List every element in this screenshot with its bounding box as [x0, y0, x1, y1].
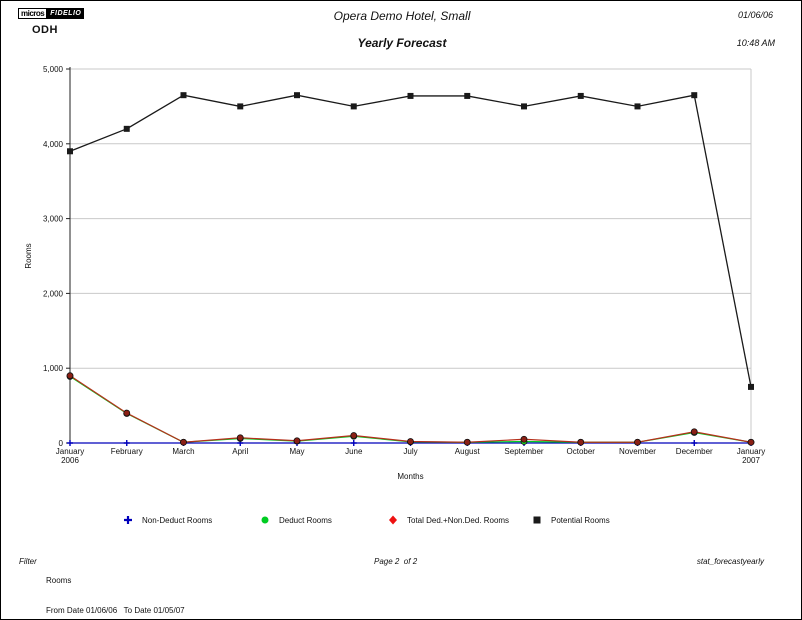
report-id: stat_forecastyearly [696, 557, 764, 566]
legend-item-deduct: Deduct Rooms [260, 513, 332, 527]
legend-item-non-deduct: Non-Deduct Rooms [123, 513, 212, 527]
plus-marker-icon [124, 516, 132, 524]
legend-label: Potential Rooms [551, 515, 610, 525]
run-date: 01/06/06 [737, 10, 773, 20]
svg-text:3,000: 3,000 [43, 215, 64, 224]
svg-text:November: November [619, 447, 656, 456]
svg-text:October: October [567, 447, 596, 456]
filter-details: Rooms From Date 01/06/06 To Date 01/05/0… [46, 557, 185, 619]
svg-text:4,000: 4,000 [43, 140, 64, 149]
circle-marker-icon [261, 516, 269, 524]
forecast-chart: 0 1,000 2,000 3,000 4,000 5,000 January 2006 Feb… [24, 65, 765, 481]
legend-label: Deduct Rooms [279, 515, 332, 525]
diamond-marker-icon [389, 515, 397, 525]
svg-text:June: June [345, 447, 363, 456]
plot-area: 0 1,000 2,000 3,000 4,000 5,000 January 2006 Feb… [24, 65, 765, 481]
micros-fidelio-logo: micros FIDELIO [18, 8, 85, 19]
micros-logo-text: micros [18, 8, 48, 19]
property-code: ODH [32, 24, 58, 36]
svg-text:September: September [504, 447, 543, 456]
svg-text:5,000: 5,000 [43, 65, 64, 74]
legend-label: Total Ded.+Non.Ded. Rooms [407, 515, 510, 525]
svg-text:December: December [676, 447, 713, 456]
fidelio-logo-text: FIDELIO [47, 8, 85, 19]
run-time: 10:48 AM [736, 38, 775, 48]
legend-item-total: Total Ded.+Non.Ded. Rooms [388, 513, 509, 527]
svg-text:July: July [403, 447, 417, 456]
svg-text:0: 0 [59, 439, 64, 448]
svg-text:Months: Months [397, 472, 423, 481]
svg-text:1,000: 1,000 [43, 364, 64, 373]
report-title: Yearly Forecast [357, 36, 447, 50]
page-indicator: Page 2 of 2 [374, 557, 418, 566]
square-marker-icon [533, 516, 541, 524]
legend-item-potential: Potential Rooms [532, 513, 610, 527]
svg-text:2,000: 2,000 [43, 289, 64, 298]
filter-line: Rooms [46, 576, 72, 586]
svg-text:February: February [111, 447, 143, 456]
chart-legend: Non-Deduct Rooms Deduct Rooms Total Ded.… [1, 513, 801, 527]
hotel-name: Opera Demo Hotel, Small [333, 9, 471, 23]
svg-text:August: August [455, 447, 481, 456]
svg-text:Rooms: Rooms [24, 243, 33, 268]
svg-text:May: May [289, 447, 304, 456]
legend-label: Non-Deduct Rooms [142, 515, 213, 525]
svg-text:March: March [172, 447, 194, 456]
svg-text:April: April [232, 447, 248, 456]
filter-label: Filter [19, 557, 37, 566]
filter-line: From Date 01/06/06 To Date 01/05/07 [46, 605, 185, 615]
